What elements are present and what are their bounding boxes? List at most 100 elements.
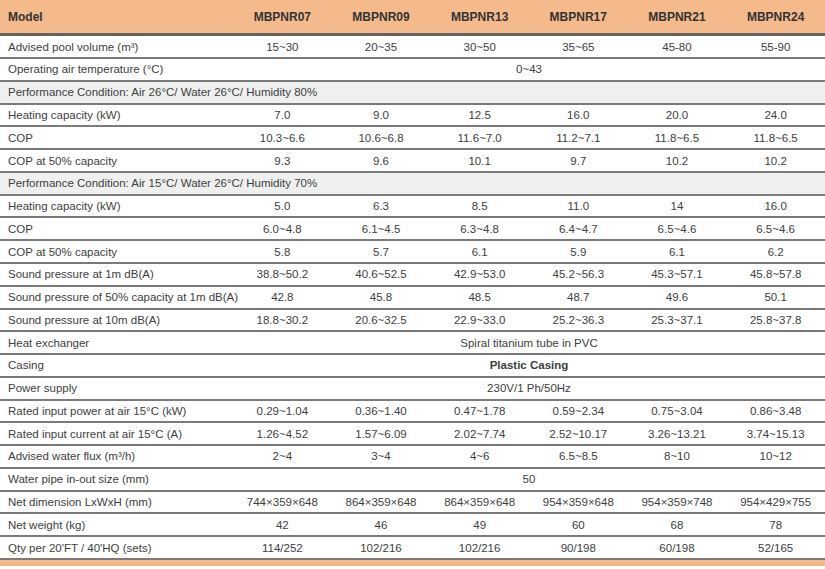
cell-value: 6.1	[628, 240, 727, 263]
cell-value: 954×359×648	[529, 491, 628, 514]
cell-value: 16.0	[529, 104, 628, 127]
cell-value: 49.6	[628, 286, 727, 309]
model-name-header: MBPNR09	[332, 0, 431, 35]
table-row: Qty per 20'FT / 40'HQ (sets)114/252 102/2…	[0, 536, 825, 559]
cell-value: 42.8	[233, 286, 332, 309]
table-row: COP6.0~4.86.1~4.56.3~4.86.4~4.76.5~4.66.…	[0, 217, 825, 240]
cell-value: 45.2~56.3	[529, 263, 628, 286]
cell-value: 6.1~4.5	[332, 217, 431, 240]
model-name-header: MBPNR17	[529, 0, 628, 35]
cell-value: 0.36~1.40	[332, 400, 431, 423]
cell-value: 3.74~15.13	[726, 422, 825, 445]
cell-value: 6.5~8.5	[529, 445, 628, 468]
cell-value: 25.2~36.3	[529, 309, 628, 332]
spanned-value: 50	[233, 468, 825, 491]
row-label: Advised water flux (m³/h)	[0, 445, 233, 468]
table-row: Heating capacity (kW)5.06.38.511.01416.0	[0, 195, 825, 218]
cell-value: 42	[233, 513, 332, 536]
heat-pump-spec-sheet: ModelMBPNR07MBPNR09MBPNR13MBPNR17MBPNR21…	[0, 0, 825, 569]
row-label: Casing	[0, 354, 233, 377]
cell-value: 2.52~10.17	[529, 422, 628, 445]
section-label: Performance Condition: Air 15°C/ Water 2…	[0, 172, 825, 195]
spec-table: ModelMBPNR07MBPNR09MBPNR13MBPNR17MBPNR21…	[0, 0, 825, 560]
section-row: Performance Condition: Air 26°C/ Water 2…	[0, 81, 825, 104]
cell-value: 42.9~53.0	[430, 263, 529, 286]
cell-value: 5.0	[233, 195, 332, 218]
cell-value: 10.2	[628, 149, 727, 172]
cell-value: 0.29~1.04	[233, 400, 332, 423]
row-label: Qty per 20'FT / 40'HQ (sets)	[0, 536, 233, 559]
cell-value: 864×359×648	[332, 491, 431, 514]
table-row: Net weight (kg)424649606878	[0, 513, 825, 536]
table-row: Net dimension LxWxH (mm)744×359×648864×3…	[0, 491, 825, 514]
cell-value: 9.7	[529, 149, 628, 172]
cell-value: 102/216	[430, 536, 529, 559]
cell-value: 114/252	[233, 536, 332, 559]
cell-value: 90/198	[529, 536, 628, 559]
cell-value: 55-90	[726, 35, 825, 59]
cell-value: 6.0~4.8	[233, 217, 332, 240]
cell-value: 25.3~37.1	[628, 309, 727, 332]
row-label: Net weight (kg)	[0, 513, 233, 536]
cell-value: 10.2	[726, 149, 825, 172]
cell-value: 9.0	[332, 104, 431, 127]
cell-value: 20.0	[628, 104, 727, 127]
model-name-header: MBPNR21	[628, 0, 727, 35]
cell-value: 14	[628, 195, 727, 218]
cell-value: 6.5~4.6	[726, 217, 825, 240]
model-name-header: MBPNR24	[726, 0, 825, 35]
model-column-header: Model	[0, 0, 233, 35]
section-row: Performance Condition: Air 15°C/ Water 2…	[0, 172, 825, 195]
cell-value: 6.5~4.6	[628, 217, 727, 240]
cell-value: 6.4~4.7	[529, 217, 628, 240]
cell-value: 78	[726, 513, 825, 536]
model-name-header: MBPNR07	[233, 0, 332, 35]
cell-value: 5.9	[529, 240, 628, 263]
spanned-value: 230V/1 Ph/50Hz	[233, 377, 825, 400]
row-label: Rated input current at air 15°C (A)	[0, 422, 233, 445]
table-row: Heat exchangerSpiral titanium tube in PV…	[0, 331, 825, 354]
cell-value: 68	[628, 513, 727, 536]
cell-value: 18.8~30.2	[233, 309, 332, 332]
table-row: COP10.3~6.610.6~6.811.6~7.011.2~7.111.8~…	[0, 126, 825, 149]
row-label: Sound pressure at 10m dB(A)	[0, 309, 233, 332]
row-label: COP at 50% capacity	[0, 240, 233, 263]
cell-value: 40.6~52.5	[332, 263, 431, 286]
row-label: Power supply	[0, 377, 233, 400]
cell-value: 22.9~33.0	[430, 309, 529, 332]
row-label: Net dimension LxWxH (mm)	[0, 491, 233, 514]
cell-value: 11.8~6.5	[726, 126, 825, 149]
row-label: Sound pressure at 1m dB(A)	[0, 263, 233, 286]
cell-value: 1.57~6.09	[332, 422, 431, 445]
cell-value: 8~10	[628, 445, 727, 468]
row-label: COP	[0, 217, 233, 240]
cell-value: 45.3~57.1	[628, 263, 727, 286]
row-label: Heating capacity (kW)	[0, 195, 233, 218]
cell-value: 1.26~4.52	[233, 422, 332, 445]
cell-value: 15~30	[233, 35, 332, 59]
cell-value: 954×429×755	[726, 491, 825, 514]
section-label: Performance Condition: Air 26°C/ Water 2…	[0, 81, 825, 104]
cell-value: 20.6~32.5	[332, 309, 431, 332]
spec-table-header: ModelMBPNR07MBPNR09MBPNR13MBPNR17MBPNR21…	[0, 0, 825, 35]
cell-value: 0.75~3.04	[628, 400, 727, 423]
table-row: Heating capacity (kW)7.09.012.516.020.02…	[0, 104, 825, 127]
table-row: Rated input current at air 15°C (A)1.26~…	[0, 422, 825, 445]
cell-value: 864×359×648	[430, 491, 529, 514]
row-label: Operating air temperature (°C)	[0, 58, 233, 81]
cell-value: 38.8~50.2	[233, 263, 332, 286]
row-label: Advised pool volume (m³)	[0, 35, 233, 59]
cell-value: 35~65	[529, 35, 628, 59]
cell-value: 10~12	[726, 445, 825, 468]
table-row: Advised water flux (m³/h)2~43~44~66.5~8.…	[0, 445, 825, 468]
cell-value: 6.3~4.8	[430, 217, 529, 240]
table-row: Advised pool volume (m³)15~3020~3530~503…	[0, 35, 825, 59]
bottom-accent-bar	[0, 560, 825, 566]
cell-value: 6.3	[332, 195, 431, 218]
cell-value: 11.0	[529, 195, 628, 218]
cell-value: 7.0	[233, 104, 332, 127]
cell-value: 49	[430, 513, 529, 536]
row-label: COP at 50% capacity	[0, 149, 233, 172]
table-row: COP at 50% capacity5.85.76.15.96.16.2	[0, 240, 825, 263]
table-row: CasingPlastic Casing	[0, 354, 825, 377]
